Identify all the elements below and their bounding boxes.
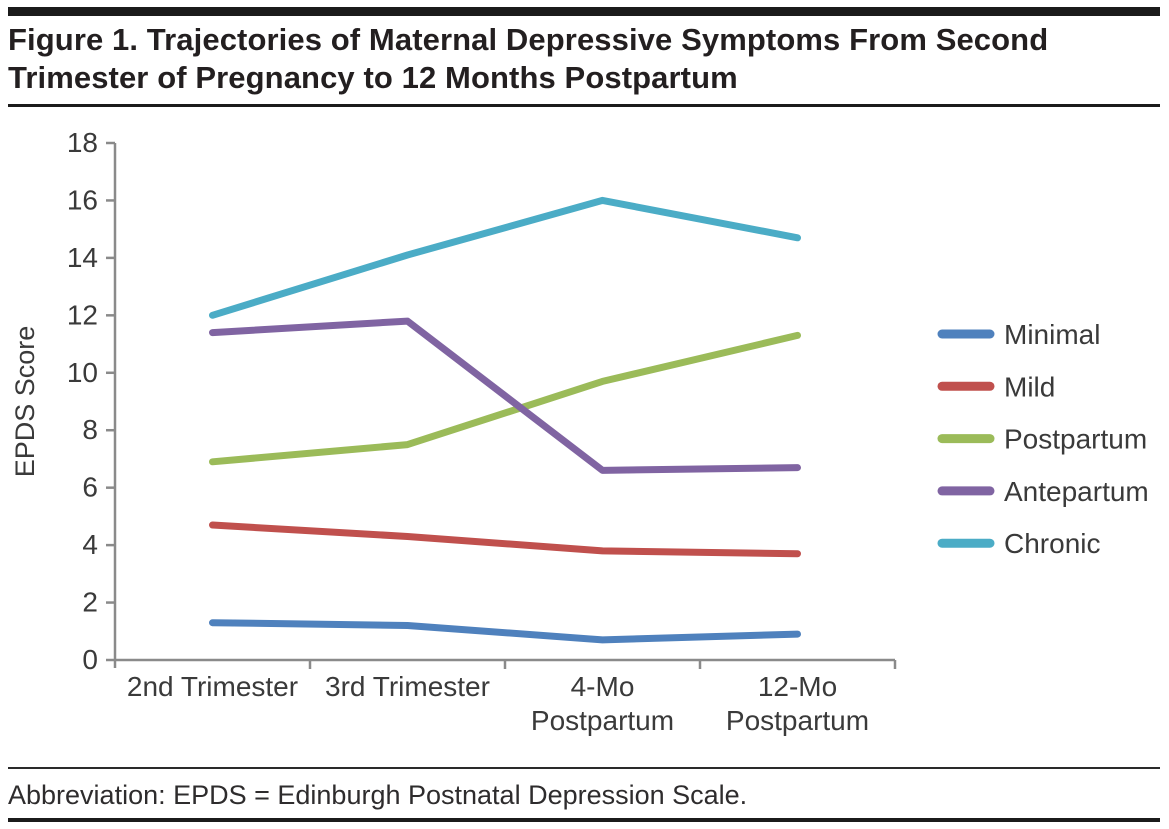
y-tick-label: 12 — [67, 299, 98, 330]
y-axis-title: EPDS Score — [10, 326, 40, 478]
y-tick-label: 4 — [82, 529, 98, 560]
series-line-antepartum — [209, 317, 801, 474]
series-line-chronic — [209, 196, 801, 319]
x-category-label: 4-Mo Postpartum — [531, 671, 674, 736]
legend-label-mild: Mild — [1004, 371, 1055, 402]
legend-label-postpartum: Postpartum — [1004, 424, 1147, 455]
line-chart: 0 2 4 6 8 10 12 14 16 18 2nd Trimester 3rd Trimeste… — [10, 127, 1149, 736]
legend-label-minimal: Minimal — [1004, 319, 1100, 350]
y-tick-label: 16 — [67, 184, 98, 215]
series-line-postpartum — [209, 331, 801, 466]
y-tick-label: 2 — [82, 587, 98, 618]
figure-title: Figure 1. Trajectories of Maternal Depre… — [8, 22, 1049, 95]
y-tick-label: 18 — [67, 127, 98, 158]
x-category-label: 2nd Trimester — [127, 671, 298, 702]
y-tick-label: 0 — [82, 644, 98, 675]
footnote-rule-top — [8, 767, 1160, 769]
legend-label-chronic: Chronic — [1004, 528, 1100, 559]
x-category-label: 12-Mo Postpartum — [726, 671, 869, 736]
series-line-mild — [209, 521, 801, 558]
title-rule — [8, 104, 1160, 107]
x-category-label: 3rd Trimester — [325, 671, 490, 702]
abbreviation-note: Abbreviation: EPDS = Edinburgh Postnatal… — [8, 780, 748, 810]
series-line-minimal — [209, 619, 801, 644]
y-tick-label: 6 — [82, 472, 98, 503]
top-rule-thick — [8, 7, 1160, 16]
legend-label-antepartum: Antepartum — [1004, 476, 1149, 507]
y-tick-label: 14 — [67, 242, 98, 273]
y-tick-label: 10 — [67, 357, 98, 388]
chart-area: 0 2 4 6 8 10 12 14 16 18 2nd Trimester 3rd Trimeste… — [0, 120, 1169, 760]
y-tick-label: 8 — [82, 414, 98, 445]
bottom-rule-thick — [8, 818, 1160, 822]
